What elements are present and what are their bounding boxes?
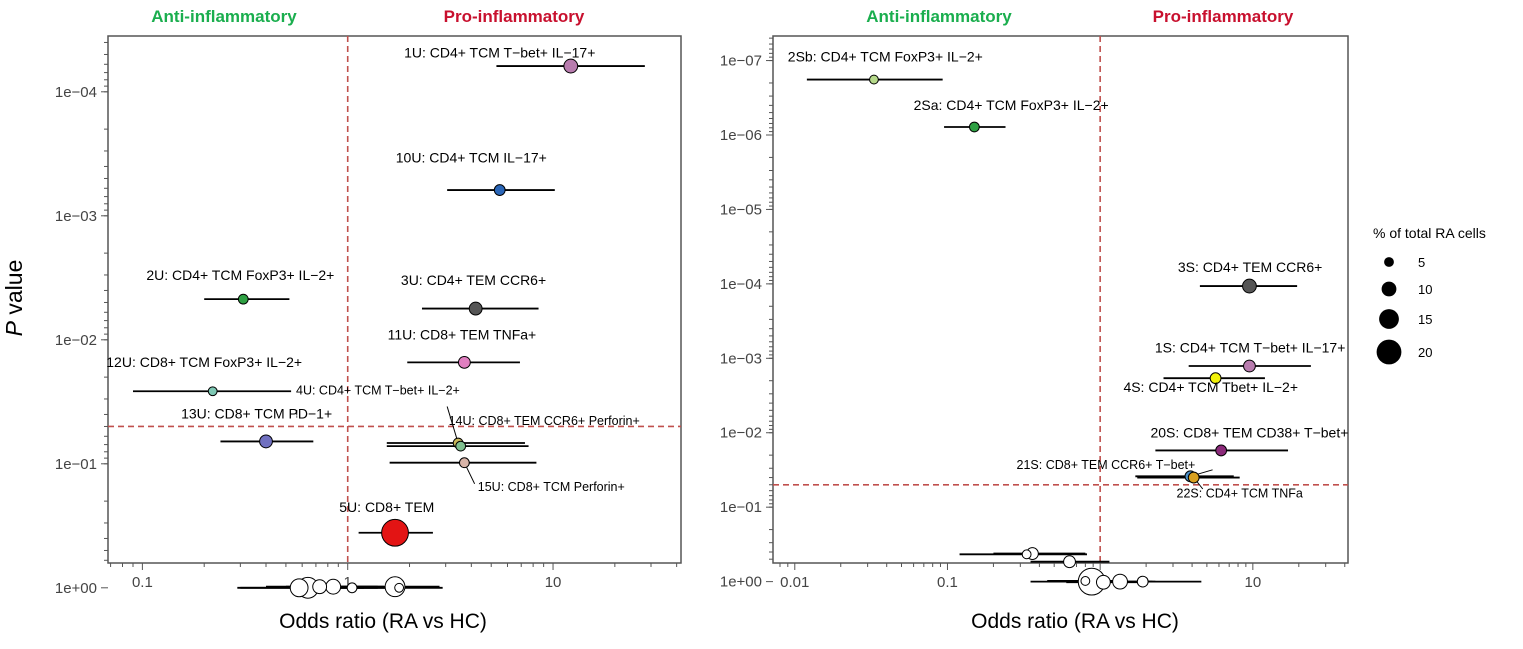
y-tick-label: 1e+00 <box>720 574 762 591</box>
point-label: 3S: CD4+ TEM CCR6+ <box>1178 259 1322 275</box>
point-label: 10U: CD4+ TCM IL−17+ <box>396 149 547 165</box>
svg-text:P value: P value <box>1 260 27 337</box>
y-axis-title: P value <box>1 260 27 337</box>
panel-left: Anti-inflammatory Pro-inflammatory Odds … <box>55 7 682 633</box>
point-label: 12U: CD8+ TCM FoxP3+ IL−2+ <box>106 354 302 370</box>
data-point <box>346 582 358 594</box>
data-point <box>869 74 879 85</box>
data-point <box>394 582 405 593</box>
legend-circle <box>1381 281 1397 297</box>
y-tick-label: 1e−03 <box>55 208 97 225</box>
data-point <box>1063 555 1076 569</box>
x-axis-title-right: Odds ratio (RA vs HC) <box>971 610 1179 633</box>
legend-circle <box>1384 257 1394 267</box>
data-point <box>1209 372 1222 385</box>
y-axis-title-rest: value <box>1 260 27 321</box>
x-tick-label: 0.1 <box>937 574 958 591</box>
data-point <box>312 579 328 595</box>
y-tick-label: 1e−06 <box>720 127 762 144</box>
header-anti-right: Anti-inflammatory <box>866 7 1012 26</box>
point-label: 2Sa: CD4+ TCM FoxP3+ IL−2+ <box>914 97 1109 113</box>
legend-label: 10 <box>1418 282 1432 297</box>
x-tick-label: 10 <box>1244 574 1261 591</box>
panel-right: Anti-inflammatory Pro-inflammatory Odds … <box>720 7 1349 633</box>
point-label: 2U: CD4+ TCM FoxP3+ IL−2+ <box>146 267 334 283</box>
legend-label: 20 <box>1418 345 1432 360</box>
data-point <box>1021 549 1032 560</box>
data-point <box>1187 471 1200 484</box>
data-point <box>259 434 273 449</box>
data-point <box>325 578 342 595</box>
point-label: 14U: CD8+ TEM CCR6+ Perforin+ <box>449 414 640 428</box>
header-pro-right: Pro-inflammatory <box>1153 7 1294 26</box>
y-tick-label: 1e−01 <box>55 456 97 473</box>
label-pointer-line <box>446 406 459 444</box>
data-point <box>1112 573 1128 590</box>
data-point <box>458 457 470 469</box>
data-point <box>468 301 483 316</box>
x-axis-title-left: Odds ratio (RA vs HC) <box>279 610 487 633</box>
header-anti-left: Anti-inflammatory <box>151 7 297 26</box>
annotation: ! <box>295 409 298 421</box>
header-pro-left: Pro-inflammatory <box>444 7 585 26</box>
data-point <box>381 518 409 547</box>
y-tick-label: 1e−03 <box>720 350 762 367</box>
point-label: 1U: CD4+ TCM T−bet+ IL−17+ <box>404 45 595 61</box>
x-tick-label: 10 <box>545 574 562 591</box>
legend: % of total RA cells 5 10 15 20 <box>1373 225 1486 365</box>
point-label: 1S: CD4+ TCM T−bet+ IL−17+ <box>1155 339 1346 355</box>
y-axis-title-p: P <box>1 320 27 336</box>
legend-label: 15 <box>1418 312 1432 327</box>
point-label: 20S: CD8+ TEM CD38+ T−bet+ <box>1150 425 1348 441</box>
point-label: 22S: CD4+ TCM TNFa <box>1177 487 1303 501</box>
y-tick-label: 1e−04 <box>55 84 97 101</box>
point-label: 4S: CD4+ TCM Tbet+ IL−2+ <box>1123 379 1298 395</box>
data-point <box>563 58 579 74</box>
data-point <box>1080 576 1091 586</box>
data-point <box>455 440 467 452</box>
legend-circle <box>1379 309 1399 329</box>
point-label: 2Sb: CD4+ TCM FoxP3+ IL−2+ <box>788 49 983 65</box>
data-point <box>237 293 249 305</box>
y-tick-label: 1e−05 <box>720 201 762 218</box>
data-point <box>207 386 218 397</box>
point-label: 13U: CD8+ TCM PD−1+ <box>181 405 332 421</box>
legend-label: 5 <box>1418 255 1425 270</box>
point-label: 11U: CD8+ TEM TNFa+ <box>388 326 537 342</box>
y-tick-label: 1e−07 <box>720 53 762 70</box>
data-point <box>968 121 980 133</box>
data-point <box>289 578 309 598</box>
data-point <box>1242 278 1257 294</box>
point-label: 21S: CD8+ TEM CCR6+ T−bet+ <box>1017 458 1196 472</box>
y-tick-label: 1e−01 <box>720 499 762 516</box>
point-label: 15U: CD8+ TCM Perforin+ <box>478 480 625 494</box>
point-label: 3U: CD4+ TEM CCR6+ <box>401 272 546 288</box>
data-point <box>457 355 471 369</box>
x-tick-label: 1 <box>344 574 352 591</box>
data-point <box>1215 444 1228 457</box>
point-label: 4U: CD4+ TCM T−bet+ IL−2+ <box>296 383 460 397</box>
plot-frame <box>772 35 1349 564</box>
legend-circle <box>1376 339 1402 365</box>
data-point <box>1243 359 1256 373</box>
y-tick-label: 1e−02 <box>55 332 97 349</box>
data-point <box>1095 574 1111 590</box>
data-point <box>1136 575 1149 588</box>
y-tick-label: 1e−02 <box>720 425 762 442</box>
legend-title: % of total RA cells <box>1373 225 1486 241</box>
x-tick-label: 0.1 <box>132 574 153 591</box>
y-tick-label: 1e+00 <box>55 580 97 597</box>
data-point <box>493 184 506 196</box>
y-tick-label: 1e−04 <box>720 276 762 293</box>
plot-frame <box>107 35 682 564</box>
x-tick-label: 0.01 <box>780 574 809 591</box>
point-label: 5U: CD8+ TEM <box>339 499 434 515</box>
